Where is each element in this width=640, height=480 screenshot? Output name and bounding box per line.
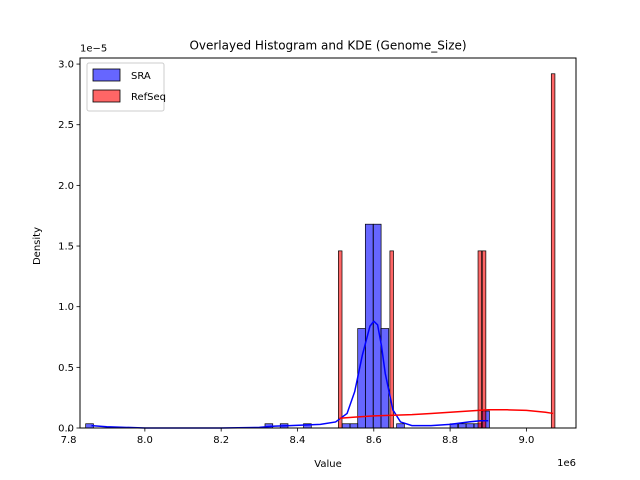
refseq-kde-line: [339, 409, 554, 420]
y-tick-label-1: 0.5: [58, 363, 74, 374]
sra-bar-10: [396, 423, 405, 429]
refseq-bar-0: [338, 250, 343, 429]
x-tick-label-0: 7.8: [61, 435, 77, 446]
y-tick-label-3: 1.5: [58, 242, 74, 253]
x-tick-label-5: 8.8: [442, 435, 458, 446]
legend-swatch-refseq: [92, 89, 121, 103]
refseq-bar-2: [477, 250, 483, 429]
legend-label-refseq: RefSeq: [131, 92, 166, 103]
legend-swatch-sra: [92, 68, 121, 82]
x-tick-label-1: 8.0: [137, 435, 153, 446]
y-axis-scale-label: 1e−5: [80, 44, 107, 55]
x-axis-scale-label: 1e6: [557, 458, 576, 469]
y-tick-label-5: 2.5: [58, 120, 74, 131]
y-tick-label-4: 2.0: [58, 181, 74, 192]
x-tick-label-6: 9.0: [518, 435, 534, 446]
y-tick-label-0: 0.0: [58, 424, 74, 435]
sra-bar-9: [380, 328, 390, 429]
x-tick-label-3: 8.4: [290, 435, 306, 446]
sra-bar-12: [458, 423, 467, 429]
sra-bar-4: [341, 423, 351, 429]
sra-bar-6: [357, 328, 366, 429]
sra-bar-13: [465, 423, 475, 429]
refseq-bar-3: [481, 250, 487, 429]
axes: 7.8 8.0 8.2 8.4 8.6 8.8 9.0 0.0 0.5 1.0 1.5 2.0 2.5 3…: [58, 60, 534, 446]
legend: SRA RefSeq: [86, 62, 166, 112]
x-tick-label-2: 8.2: [213, 435, 229, 446]
y-tick-label-2: 1.0: [58, 302, 74, 313]
x-tick-label-4: 8.6: [366, 435, 382, 446]
x-axis-title: Value: [314, 459, 341, 470]
chart-title: Overlayed Histogram and KDE (Genome_Size…: [189, 39, 466, 53]
y-axis-title: Density: [32, 227, 43, 265]
plot-frame: [79, 57, 577, 429]
refseq-bar-4: [550, 73, 556, 429]
sra-bar-5: [349, 423, 359, 429]
legend-label-sra: SRA: [131, 71, 151, 82]
y-tick-label-6: 3.0: [58, 60, 74, 71]
